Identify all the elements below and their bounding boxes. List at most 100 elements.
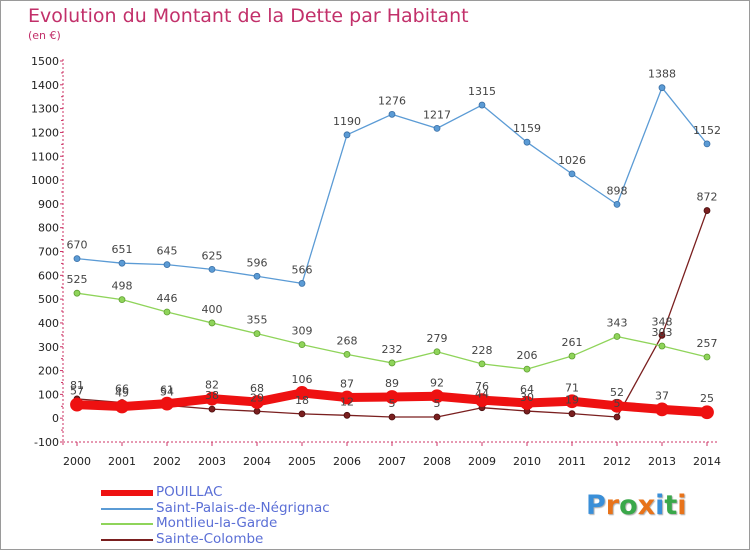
data-label: 57: [70, 385, 84, 398]
data-point: [475, 393, 489, 407]
line-chart: -100 0 100 200 300 400 500 600 700 800 900 1000 1100…: [31, 55, 721, 468]
logo-letter: r: [605, 490, 620, 521]
data-label: 872: [697, 191, 718, 204]
data-point: [658, 84, 666, 92]
x-tick-label: 2011: [558, 455, 586, 468]
data-label: 257: [697, 337, 718, 350]
data-label: 232: [382, 343, 403, 356]
chart-title: Evolution du Montant de la Dette par Hab…: [28, 5, 469, 27]
data-label: 52: [610, 386, 624, 399]
data-label: 5: [434, 397, 441, 410]
data-label: 446: [157, 292, 178, 305]
data-point: [295, 386, 309, 400]
data-label: 66: [115, 382, 129, 395]
data-point: [433, 348, 441, 356]
data-label: 106: [292, 373, 313, 386]
data-label: 355: [247, 314, 268, 327]
data-point: [433, 413, 441, 421]
y-tick-label: 800: [38, 222, 59, 235]
x-tick-label: 2008: [423, 455, 451, 468]
data-point: [433, 124, 441, 132]
y-tick-label: 600: [38, 269, 59, 282]
legend-swatch-sainte-colombe: [101, 538, 153, 541]
data-point: [655, 402, 669, 417]
data-point: [658, 331, 666, 339]
data-label: 44: [475, 388, 489, 401]
x-tick-label: 2003: [198, 455, 226, 468]
legend-label: Sainte-Colombe: [156, 530, 264, 547]
data-label: 29: [250, 391, 264, 404]
data-label: 18: [295, 394, 309, 407]
data-point: [298, 341, 306, 349]
logo-letter: i: [655, 490, 665, 521]
x-tick-label: 2002: [153, 455, 181, 468]
data-point: [208, 405, 216, 413]
chart-subtitle: (en €): [28, 29, 61, 42]
data-point: [70, 397, 84, 412]
x-tick-label: 2009: [468, 455, 496, 468]
y-tick-label: 0: [52, 412, 59, 425]
x-tick-label: 2012: [603, 455, 631, 468]
data-point: [118, 296, 126, 304]
y-tick-label: 900: [38, 198, 59, 211]
data-point: [253, 407, 261, 415]
legend-swatch-saint-palais: [101, 507, 153, 510]
data-point: [703, 207, 711, 214]
data-label: 1026: [558, 154, 586, 167]
data-point: [250, 395, 264, 409]
data-point: [208, 319, 216, 327]
data-label: 1315: [468, 85, 496, 98]
data-label: 343: [607, 317, 628, 330]
data-label: 5: [614, 397, 621, 410]
data-label: 1159: [513, 122, 541, 135]
data-point: [388, 110, 396, 118]
y-tick-label: 1100: [31, 150, 59, 163]
data-label: 49: [115, 387, 129, 400]
data-point: [565, 394, 579, 409]
y-tick-label: 1500: [31, 55, 59, 68]
data-label: 309: [292, 325, 313, 338]
data-point: [253, 330, 261, 338]
data-label: 279: [427, 332, 448, 345]
data-point: [613, 200, 621, 208]
data-point: [568, 410, 576, 418]
logo-letter: t: [664, 490, 678, 521]
data-label: 76: [475, 380, 489, 393]
x-tick-label: 2007: [378, 455, 406, 468]
data-point: [340, 390, 354, 405]
x-tick-label: 2005: [288, 455, 316, 468]
logo-letter: P: [586, 490, 606, 521]
data-label: 303: [652, 326, 673, 339]
data-label: 30: [520, 391, 534, 404]
data-label: 670: [67, 239, 88, 252]
y-tick-label: 1000: [31, 174, 59, 187]
data-label: 400: [202, 303, 223, 316]
data-point: [163, 308, 171, 316]
data-label: 566: [292, 263, 313, 276]
data-point: [568, 170, 576, 178]
data-label: 498: [112, 280, 133, 293]
data-point: [388, 359, 396, 367]
data-point: [205, 391, 219, 406]
data-point: [115, 399, 129, 414]
data-label: 228: [472, 344, 493, 357]
data-label: 268: [337, 334, 358, 347]
data-label: 38: [205, 389, 219, 402]
y-tick-label: 500: [38, 293, 59, 306]
legend-swatch-pouillac: [101, 490, 153, 496]
y-tick-label: 100: [38, 388, 59, 401]
data-point: [703, 140, 711, 148]
data-point: [700, 405, 714, 420]
data-label: 525: [67, 273, 88, 286]
data-point: [478, 101, 486, 109]
x-tick-label: 2004: [243, 455, 271, 468]
data-point: [118, 259, 126, 267]
data-point: [160, 396, 174, 411]
data-point: [568, 352, 576, 360]
data-point: [520, 396, 534, 410]
data-point: [73, 255, 81, 263]
data-label: 1276: [378, 94, 406, 107]
data-point: [613, 413, 621, 421]
data-label: 37: [655, 389, 669, 402]
data-label: 348: [652, 315, 673, 328]
